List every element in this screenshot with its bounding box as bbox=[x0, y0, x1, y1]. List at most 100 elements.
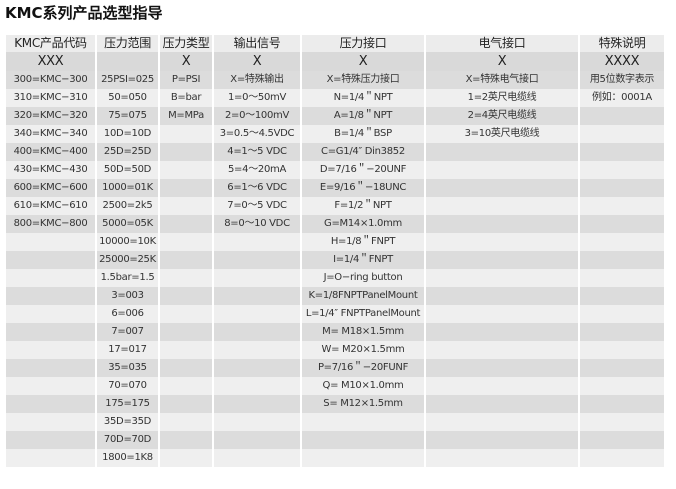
cell-electrical-connection bbox=[426, 359, 578, 377]
cell-special-note bbox=[580, 215, 664, 233]
cell-electrical-connection bbox=[426, 287, 578, 305]
cell-pressure-port: E=9/16＂−18UNC bbox=[302, 179, 424, 197]
code-row: XXX X X X X XXXX bbox=[6, 52, 664, 71]
cell-special-note bbox=[580, 395, 664, 413]
cell-electrical-connection bbox=[426, 395, 578, 413]
cell-pressure-range: 6=006 bbox=[97, 305, 158, 323]
cell-pressure-port: A=1/8＂NPT bbox=[302, 107, 424, 125]
cell-product-code bbox=[6, 251, 95, 269]
cell-electrical-connection bbox=[426, 305, 578, 323]
cell-product-code bbox=[6, 287, 95, 305]
cell-electrical-connection bbox=[426, 233, 578, 251]
cell-pressure-range: 70=070 bbox=[97, 377, 158, 395]
cell-pressure-range: 175=175 bbox=[97, 395, 158, 413]
table-row: 340=KMC−340 10D=10D 3=0.5～4.5VDC B=1/4＂BSP 3… bbox=[6, 125, 664, 143]
cell-product-code bbox=[6, 341, 95, 359]
cell-product-code bbox=[6, 269, 95, 287]
cell-electrical-connection bbox=[426, 251, 578, 269]
table-row: 400=KMC−400 25D=25D 4=1～5 VDC C=G1/4″ Din38… bbox=[6, 143, 664, 161]
table-row: 610=KMC−610 2500=2k5 7=0～5 VDC F=1/2＂NPT bbox=[6, 197, 664, 215]
cell-pressure-port: H=1/8＂FNPT bbox=[302, 233, 424, 251]
cell-product-code: 600=KMC−600 bbox=[6, 179, 95, 197]
table-row: 10000=10K H=1/8＂FNPT bbox=[6, 233, 664, 251]
cell-pressure-range: 1.5bar=1.5 bbox=[97, 269, 158, 287]
cell-product-code bbox=[6, 305, 95, 323]
cell-pressure-type bbox=[160, 287, 212, 305]
cell-product-code bbox=[6, 395, 95, 413]
cell-pressure-port: X=特殊压力接口 bbox=[302, 71, 424, 89]
cell-pressure-range: 3=003 bbox=[97, 287, 158, 305]
cell-pressure-port: B=1/4＂BSP bbox=[302, 125, 424, 143]
cell-product-code bbox=[6, 323, 95, 341]
cell-electrical-connection bbox=[426, 269, 578, 287]
cell-special-note: 用5位数字表示 bbox=[580, 71, 664, 89]
cell-pressure-port: N=1/4＂NPT bbox=[302, 89, 424, 107]
table-row: 300=KMC−300 25PSI=025 P=PSI X=特殊输出 X=特殊压力接口 X… bbox=[6, 71, 664, 89]
header-electrical-connection: 电气接口 bbox=[426, 35, 578, 52]
cell-output-signal bbox=[214, 305, 300, 323]
cell-pressure-range: 25PSI=025 bbox=[97, 71, 158, 89]
code-output-signal: X bbox=[214, 52, 300, 71]
cell-output-signal bbox=[214, 395, 300, 413]
table-row: 17=017 W= M20×1.5mm bbox=[6, 341, 664, 359]
cell-pressure-range: 25000=25K bbox=[97, 251, 158, 269]
cell-special-note bbox=[580, 179, 664, 197]
cell-special-note bbox=[580, 287, 664, 305]
table-row: 800=KMC−800 5000=05K 8=0～10 VDC G=M14×1.0mm bbox=[6, 215, 664, 233]
cell-special-note bbox=[580, 377, 664, 395]
cell-pressure-range: 70D=70D bbox=[97, 431, 158, 449]
table-row: 1.5bar=1.5 J=O−ring button bbox=[6, 269, 664, 287]
header-pressure-port: 压力接口 bbox=[302, 35, 424, 52]
cell-pressure-range: 5000=05K bbox=[97, 215, 158, 233]
cell-pressure-type bbox=[160, 197, 212, 215]
cell-special-note bbox=[580, 323, 664, 341]
cell-electrical-connection bbox=[426, 323, 578, 341]
cell-pressure-type bbox=[160, 215, 212, 233]
page-title: KMC系列产品选型指导 bbox=[5, 4, 163, 22]
cell-pressure-type: B=bar bbox=[160, 89, 212, 107]
cell-electrical-connection bbox=[426, 161, 578, 179]
cell-pressure-port: J=O−ring button bbox=[302, 269, 424, 287]
cell-output-signal: 4=1～5 VDC bbox=[214, 143, 300, 161]
cell-output-signal: 5=4～20mA bbox=[214, 161, 300, 179]
cell-product-code bbox=[6, 233, 95, 251]
code-pressure-port: X bbox=[302, 52, 424, 71]
cell-output-signal: 2=0～100mV bbox=[214, 107, 300, 125]
cell-pressure-range: 35D=35D bbox=[97, 413, 158, 431]
cell-pressure-port: Q= M10×1.0mm bbox=[302, 377, 424, 395]
code-pressure-range bbox=[97, 52, 158, 71]
cell-output-signal bbox=[214, 377, 300, 395]
cell-output-signal bbox=[214, 431, 300, 449]
table-row: 70=070 Q= M10×1.0mm bbox=[6, 377, 664, 395]
cell-output-signal: X=特殊输出 bbox=[214, 71, 300, 89]
code-product-code: XXX bbox=[6, 52, 95, 71]
cell-electrical-connection bbox=[426, 179, 578, 197]
cell-pressure-type bbox=[160, 161, 212, 179]
cell-special-note bbox=[580, 341, 664, 359]
cell-special-note bbox=[580, 359, 664, 377]
cell-output-signal bbox=[214, 323, 300, 341]
cell-pressure-port: P=7/16＂−20FUNF bbox=[302, 359, 424, 377]
cell-output-signal bbox=[214, 413, 300, 431]
cell-pressure-type bbox=[160, 395, 212, 413]
cell-pressure-range: 1000=01K bbox=[97, 179, 158, 197]
cell-pressure-range: 75=075 bbox=[97, 107, 158, 125]
cell-electrical-connection bbox=[426, 341, 578, 359]
cell-pressure-type bbox=[160, 449, 212, 467]
cell-special-note bbox=[580, 413, 664, 431]
cell-pressure-type: M=MPa bbox=[160, 107, 212, 125]
cell-pressure-range: 17=017 bbox=[97, 341, 158, 359]
table-row: 3=003 K=1/8FNPTPanelMount bbox=[6, 287, 664, 305]
code-electrical-connection: X bbox=[426, 52, 578, 71]
cell-special-note bbox=[580, 269, 664, 287]
table-row: 1800=1K8 bbox=[6, 449, 664, 467]
cell-electrical-connection bbox=[426, 143, 578, 161]
cell-electrical-connection bbox=[426, 449, 578, 467]
cell-product-code: 320=KMC−320 bbox=[6, 107, 95, 125]
cell-pressure-range: 7=007 bbox=[97, 323, 158, 341]
cell-pressure-port: L=1/4″ FNPTPanelMount bbox=[302, 305, 424, 323]
cell-special-note bbox=[580, 125, 664, 143]
cell-output-signal bbox=[214, 449, 300, 467]
cell-product-code: 800=KMC−800 bbox=[6, 215, 95, 233]
cell-pressure-type bbox=[160, 269, 212, 287]
